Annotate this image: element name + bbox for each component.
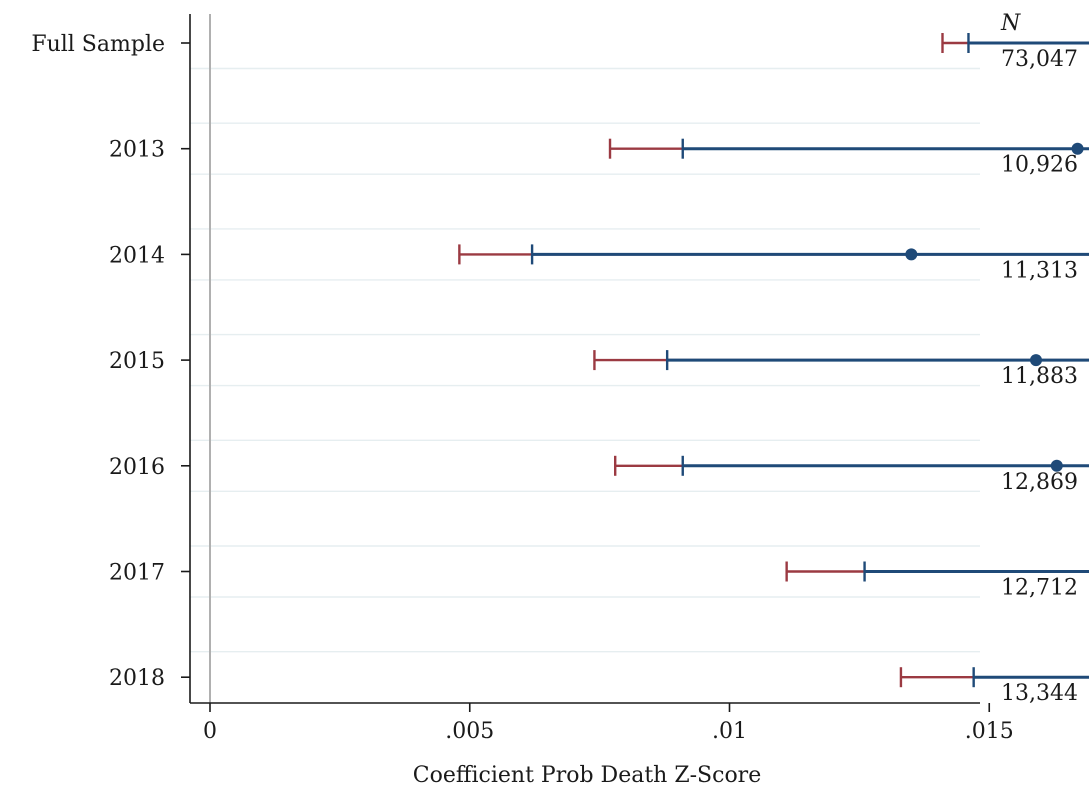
n-value: 12,869 [1001,470,1078,495]
axis-layer [181,14,991,712]
x-tick-label: .01 [712,719,747,744]
n-value: 11,313 [1001,258,1078,283]
n-value: 13,344 [1001,681,1078,706]
x-axis-title: Coefficient Prob Death Z-Score [413,763,761,788]
n-value: 73,047 [1001,47,1078,72]
n-value: 11,883 [1001,364,1078,389]
n-column-header: N [1000,11,1021,36]
x-tick-label: .015 [965,719,1014,744]
n-value: 12,712 [1001,576,1078,601]
y-tick-label: 2015 [109,349,165,374]
point-estimate [1071,142,1084,155]
y-tick-label: 2018 [109,666,165,691]
n-value: 10,926 [1001,153,1078,178]
point-estimate [1030,354,1043,367]
y-tick-label: 2017 [109,561,165,586]
y-tick-label: 2016 [109,455,165,480]
y-tick-label: 2014 [109,243,165,268]
label-layer: 0.005.01.015.02.025.03Full Sample73,0472… [31,32,1078,744]
x-tick-label: .005 [445,719,494,744]
marks-layer [458,33,1089,688]
point-estimate [1050,459,1063,472]
y-tick-label: Full Sample [31,32,165,57]
grid-layer [190,67,980,653]
point-estimate [905,248,918,261]
x-tick-label: 0 [203,719,217,744]
y-tick-label: 2013 [109,138,165,163]
